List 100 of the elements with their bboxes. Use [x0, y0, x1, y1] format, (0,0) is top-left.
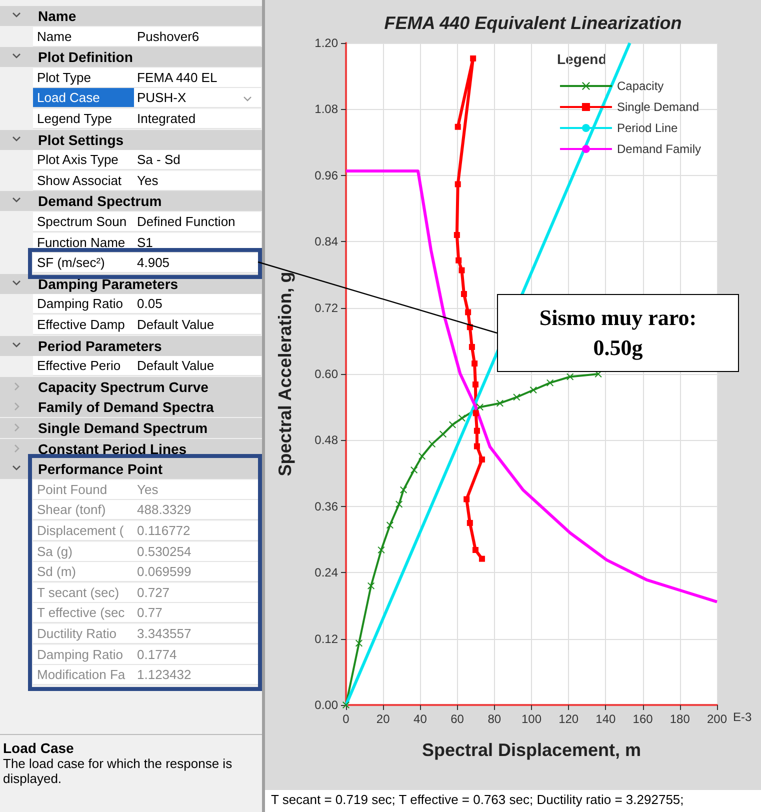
text: 0.530254	[134, 542, 261, 562]
text: Plot Axis Type	[33, 150, 135, 170]
text: Displacement (	[33, 521, 135, 541]
text: Family of Demand Spectra	[38, 398, 214, 418]
y-tick-label: 1.20	[314, 36, 338, 50]
point	[456, 257, 462, 264]
text: FEMA 440 EL	[134, 68, 261, 88]
text: Demand Spectrum	[38, 192, 162, 212]
legend-label: Period Line	[616, 121, 678, 135]
text: Default Value	[134, 356, 261, 376]
point	[342, 702, 350, 708]
text: Show Associat	[33, 170, 135, 191]
point	[460, 291, 467, 298]
text: 1.123432	[134, 665, 261, 686]
text: 0.77	[134, 603, 261, 624]
text: Plot Definition	[38, 48, 133, 68]
point	[478, 556, 485, 562]
text: Default Value	[134, 315, 261, 335]
text: Pushover6	[134, 26, 261, 47]
text: 0.116772	[134, 521, 261, 541]
text: Integrated	[134, 109, 261, 129]
point	[468, 344, 475, 350]
point	[465, 309, 472, 316]
point	[458, 414, 466, 422]
text: Yes	[134, 170, 261, 191]
text: Constant Period Lines	[38, 440, 187, 459]
text: Effective Perio	[33, 356, 135, 376]
text: Defined Function	[134, 212, 261, 232]
point	[472, 381, 478, 388]
text: Name	[33, 26, 135, 47]
x-tick-label: 80	[488, 712, 502, 726]
text: Ductility Ratio	[33, 624, 135, 644]
point	[454, 124, 461, 130]
x-tick-label: 100	[521, 712, 542, 726]
point	[474, 443, 480, 450]
point	[513, 394, 520, 401]
text: Sa (g)	[33, 542, 135, 562]
x-tick-label: 60	[450, 712, 464, 726]
x-tick-label: 180	[670, 712, 690, 726]
x-tick-label: 120	[558, 712, 579, 726]
y-tick-label: 1.08	[314, 102, 338, 116]
text: Name	[38, 7, 76, 26]
text: Damping Parameters	[38, 274, 178, 294]
text: Function Name	[33, 232, 135, 253]
text: Damping Ratio	[33, 294, 135, 314]
point	[464, 496, 470, 502]
point	[478, 456, 485, 463]
legend-label: Capacity	[616, 79, 664, 93]
text: E-3	[733, 710, 752, 724]
y-tick-label: 0.96	[314, 168, 338, 182]
text: PUSH-X	[134, 88, 261, 108]
text: Plot Type	[33, 68, 135, 88]
point	[368, 582, 375, 590]
point	[386, 522, 394, 529]
line-series	[344, 169, 718, 604]
x-tick-label: 140	[596, 712, 616, 726]
point	[454, 181, 461, 188]
callout-box: Sismo muy raro: 0.50g	[497, 294, 739, 372]
text: 0.069599	[134, 562, 261, 582]
point	[428, 440, 436, 448]
text: Yes	[134, 480, 261, 500]
legend-label: Demand Family	[616, 142, 702, 156]
text: Load Case	[33, 88, 135, 108]
point	[566, 373, 574, 380]
point	[530, 386, 537, 394]
y-tick-label: 0.36	[314, 499, 338, 514]
y-tick-label: 0.60	[314, 367, 338, 381]
point	[454, 232, 460, 238]
text: The load case for which the response is displayed.	[3, 756, 234, 786]
text: Single Demand Spectrum	[38, 419, 208, 438]
legend-label: Single Demand	[616, 100, 700, 114]
text: Modification Fa	[33, 665, 135, 686]
text: 0.727	[134, 582, 261, 603]
text: SF (m/sec²)	[33, 253, 135, 274]
text: S1	[134, 232, 261, 253]
chart-title: FEMA 440 Equivalent Linearization	[384, 13, 682, 33]
text: 0.1774	[134, 644, 261, 665]
text: Plot Settings	[38, 130, 124, 150]
x-tick-label: 20	[376, 712, 390, 726]
text: Damping Ratio	[33, 644, 135, 665]
x-tick-label: 0	[342, 712, 350, 726]
text: Spectrum Soun	[33, 212, 135, 232]
point	[418, 452, 426, 460]
text: Sd (m)	[33, 562, 135, 582]
text: 4.905	[134, 253, 261, 274]
y-axis-title: Spectral Acceleration, g	[275, 272, 295, 476]
y-tick-label: 0.84	[314, 234, 338, 249]
text: Effective Damp	[33, 315, 135, 335]
x-tick-label: 160	[632, 712, 654, 726]
point	[396, 500, 403, 508]
point	[400, 486, 408, 494]
point	[472, 410, 479, 416]
y-tick-label: 0.24	[314, 566, 338, 580]
x-axis-title: Spectral Displacement, m	[422, 740, 642, 760]
text: 488.3329	[134, 500, 261, 520]
text: 0.05	[134, 294, 261, 314]
point	[355, 640, 362, 647]
point	[466, 520, 473, 526]
point	[470, 55, 476, 62]
text: T effective (sec	[33, 603, 135, 624]
